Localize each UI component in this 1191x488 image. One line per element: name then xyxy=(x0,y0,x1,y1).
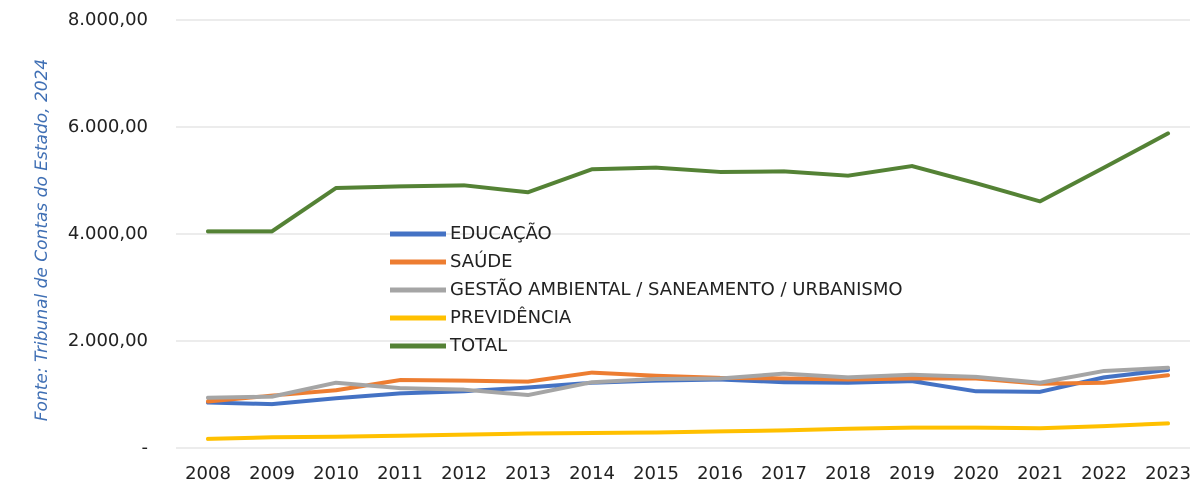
x-tick-label: 2023 xyxy=(1145,463,1191,484)
y-tick-label: - xyxy=(142,437,149,458)
x-tick-label: 2020 xyxy=(953,463,999,484)
x-tick-label: 2014 xyxy=(569,463,615,484)
x-tick-label: 2016 xyxy=(697,463,743,484)
x-tick-label: 2011 xyxy=(377,463,423,484)
x-tick-label: 2018 xyxy=(825,463,871,484)
legend-label: GESTÃO AMBIENTAL / SANEAMENTO / URBANISM… xyxy=(450,278,903,300)
source-note: Fonte: Tribunal de Contas do Estado, 202… xyxy=(32,59,52,421)
x-tick-label: 2009 xyxy=(249,463,295,484)
series-line xyxy=(206,131,1170,234)
y-tick-label: 4.000,00 xyxy=(68,223,148,244)
legend-label: PREVIDÊNCIA xyxy=(450,306,572,328)
x-tick-label: 2008 xyxy=(185,463,231,484)
legend-label: EDUCAÇÃO xyxy=(450,222,552,244)
y-tick-label: 6.000,00 xyxy=(68,116,148,137)
x-tick-label: 2012 xyxy=(441,463,487,484)
x-tick-label: 2021 xyxy=(1017,463,1063,484)
y-tick-label: 2.000,00 xyxy=(68,330,148,351)
x-tick-label: 2013 xyxy=(505,463,551,484)
series-line xyxy=(206,421,1170,441)
x-tick-label: 2022 xyxy=(1081,463,1127,484)
legend-label: SAÚDE xyxy=(450,250,512,272)
y-tick-label: 8.000,00 xyxy=(68,9,148,30)
x-tick-label: 2019 xyxy=(889,463,935,484)
x-tick-label: 2015 xyxy=(633,463,679,484)
x-tick-label: 2010 xyxy=(313,463,359,484)
legend-label: TOTAL xyxy=(449,335,507,356)
x-tick-label: 2017 xyxy=(761,463,807,484)
series-line xyxy=(206,365,1170,400)
